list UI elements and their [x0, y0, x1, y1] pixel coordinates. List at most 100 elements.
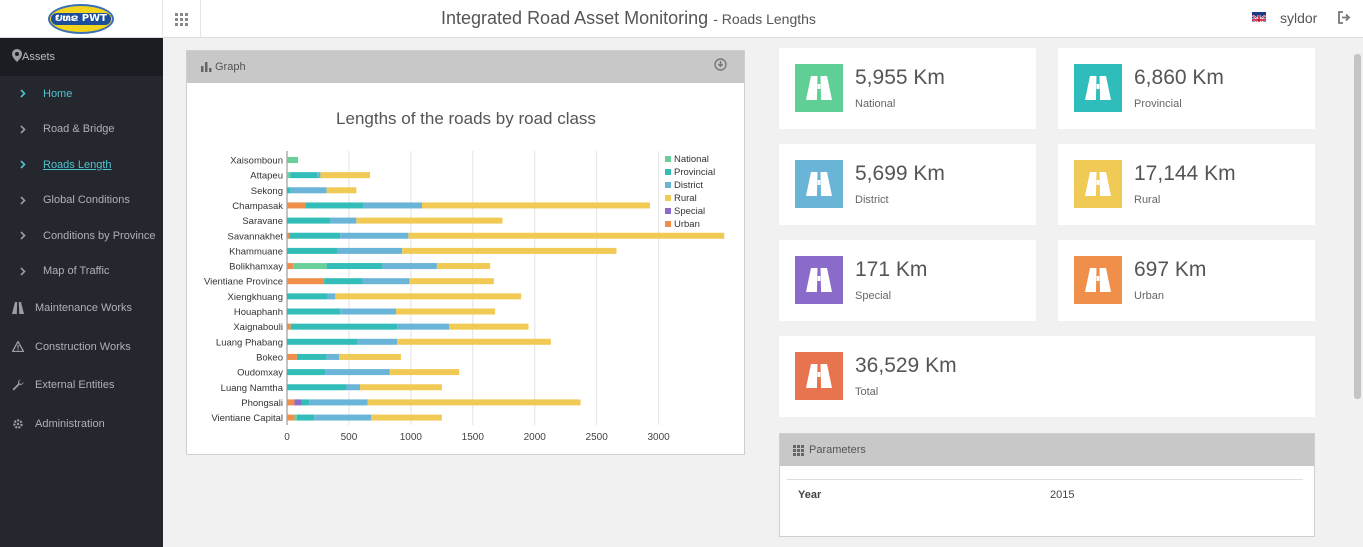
graph-panel-header: Graph: [187, 51, 744, 83]
username[interactable]: syldor: [1280, 10, 1318, 26]
category-label: Champasak: [232, 201, 283, 212]
chevron-right-icon: [20, 267, 43, 276]
sidebar-item-home[interactable]: Home: [0, 76, 163, 112]
sidebar-item-administration[interactable]: Administration: [0, 405, 163, 444]
card-label: District: [855, 194, 889, 206]
card-label: Special: [855, 290, 892, 302]
card-label: Rural: [1134, 194, 1161, 206]
category-label: Phongsali: [241, 398, 283, 409]
category-label: Oudomxay: [237, 368, 283, 379]
card-value: 17,144 Km: [1134, 162, 1236, 185]
bar-segment-provincial: [326, 263, 383, 270]
legend-label: Provincial: [674, 167, 715, 178]
bar-segment-district: [325, 369, 390, 376]
category-label: Houaphanh: [234, 307, 283, 318]
category-label: Attapeu: [250, 171, 283, 182]
category-label: Khammuane: [229, 246, 283, 257]
bar-segment-provincial: [301, 399, 310, 406]
bar-segment-urban: [287, 353, 297, 360]
sidebar: Assets Home Road & Bridge Roads Length Glob…: [0, 38, 163, 547]
bar-segment-rural: [320, 172, 370, 179]
category-label: Bolikhamxay: [229, 262, 283, 273]
category-label: Xaignabouli: [233, 322, 283, 333]
sidebar-item-label: Maintenance Works: [35, 302, 133, 315]
sidebar-item-construction-works[interactable]: Construction Works: [0, 328, 163, 367]
road-icon: [1074, 160, 1122, 208]
legend-swatch: [665, 208, 671, 214]
apps-grid-button[interactable]: [163, 0, 201, 38]
category-label: Vientiane Province: [204, 277, 283, 288]
grid-icon: [175, 12, 188, 26]
road-icon: [12, 302, 35, 315]
bar-segment-urban: [287, 399, 295, 406]
sidebar-item-roads-length[interactable]: Roads Length: [0, 147, 163, 183]
sidebar-item-label: Roads Length: [43, 158, 112, 171]
bar-segment-district: [290, 187, 327, 194]
bar-segment-rural: [396, 308, 496, 315]
logo-container[interactable]: ຍທຂ PWT: [0, 0, 163, 38]
summary-card-total: 36,529 Km Total: [779, 336, 1315, 417]
chevron-right-icon: [20, 125, 43, 134]
summary-card-urban: 697 Km Urban: [1058, 240, 1315, 321]
sidebar-item-map-of-traffic[interactable]: Map of Traffic: [0, 254, 163, 290]
legend-swatch: [665, 169, 671, 175]
bar-segment-rural: [339, 353, 401, 360]
category-label: Bokeo: [256, 352, 283, 363]
sidebar-section-assets[interactable]: Assets: [0, 38, 163, 76]
sidebar-item-maintenance-works[interactable]: Maintenance Works: [0, 289, 163, 328]
graph-panel-title: Graph: [215, 61, 246, 73]
card-label: Urban: [1134, 290, 1164, 302]
bar-segment-urban: [287, 414, 295, 421]
chevron-right-icon: [20, 231, 43, 240]
download-button[interactable]: [714, 58, 727, 76]
legend-label: Rural: [674, 193, 697, 204]
bar-segment-district: [346, 384, 361, 391]
bar-segment-national: [287, 157, 299, 163]
bar-segment-rural: [367, 399, 581, 406]
logo[interactable]: ຍທຂ PWT: [48, 4, 114, 34]
bar-segment-rural: [422, 202, 650, 209]
x-tick-label: 1500: [462, 432, 485, 443]
sidebar-item-external-entities[interactable]: External Entities: [0, 366, 163, 405]
category-label: Xiengkhuang: [228, 292, 283, 303]
uk-flag-icon[interactable]: [1252, 12, 1266, 22]
x-tick-label: 2500: [586, 432, 609, 443]
bar-segment-district: [340, 232, 409, 239]
parameter-value: 2015: [1050, 489, 1075, 501]
bar-segment-district: [382, 263, 437, 270]
download-icon: [714, 58, 727, 71]
bar-segment-provincial: [287, 247, 338, 254]
sidebar-item-global-conditions[interactable]: Global Conditions: [0, 183, 163, 219]
bar-segment-provincial: [324, 278, 363, 285]
sidebar-item-road-bridge[interactable]: Road & Bridge: [0, 112, 163, 148]
bar-segment-urban: [287, 232, 290, 239]
grid-icon: [793, 444, 804, 456]
sidebar-item-label: Home: [43, 87, 73, 100]
bar-segment-rural: [360, 384, 442, 391]
page-title: Integrated Road Asset Monitoring - Roads…: [441, 8, 816, 29]
summary-card-rural: 17,144 Km Rural: [1058, 144, 1315, 225]
legend-label: District: [674, 180, 703, 191]
graph-panel: Graph Lengths of the roads by road class…: [186, 50, 745, 455]
bar-segment-provincial: [287, 187, 291, 194]
parameters-panel: Parameters Year 2015: [779, 433, 1315, 537]
scrollbar-thumb[interactable]: [1354, 54, 1361, 399]
bar-segment-rural: [356, 217, 503, 224]
bar-segment-rural: [389, 369, 460, 376]
page-scrollbar[interactable]: [1352, 40, 1363, 547]
bar-segment-district: [363, 202, 423, 209]
summary-card-provincial: 6,860 Km Provincial: [1058, 48, 1315, 129]
top-bar: ຍທຂ PWT Integrated Road Asset Monitoring…: [0, 0, 1363, 38]
parameters-header: Parameters: [780, 434, 1314, 466]
bar-chart-icon: [201, 62, 212, 72]
bar-segment-rural: [371, 414, 442, 421]
category-label: Sekong: [251, 186, 283, 197]
road-icon: [1074, 256, 1122, 304]
bar-segment-provincial: [296, 353, 327, 360]
legend-swatch: [665, 156, 671, 162]
bar-segment-urban: [287, 278, 325, 285]
x-tick-label: 1000: [400, 432, 423, 443]
logout-button[interactable]: [1336, 10, 1351, 30]
sidebar-item-conditions-by-province[interactable]: Conditions by Province: [0, 218, 163, 254]
x-tick-label: 2000: [524, 432, 547, 443]
